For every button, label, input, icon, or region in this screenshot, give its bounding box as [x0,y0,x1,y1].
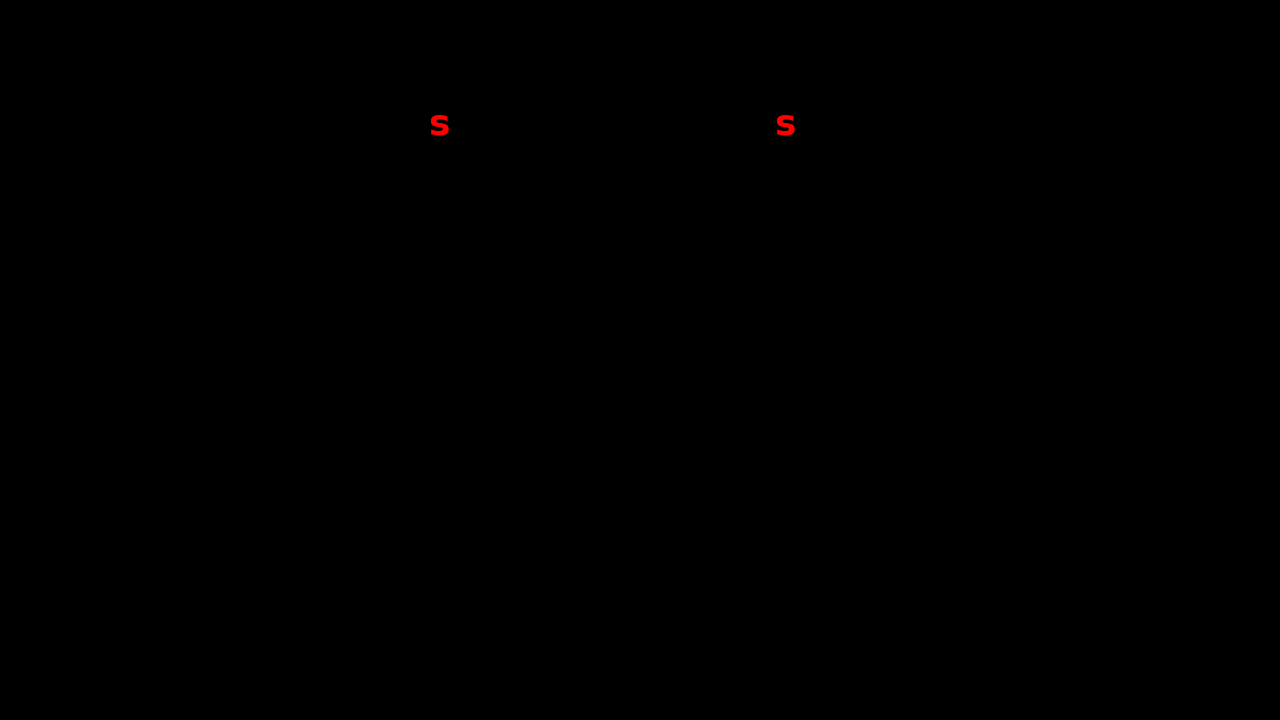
Text: s: s [774,108,796,142]
Text: *: * [573,438,590,468]
Text: write examination: write examination [443,108,827,142]
Text: Semester: Semester [768,570,901,593]
Text: Date_Time: Date_Time [760,624,909,649]
Text: Rollno: Rollno [274,161,364,185]
Text: Example 1: Example 1 [508,39,772,87]
Text: *: * [573,315,590,343]
Text: ExamID: ExamID [237,624,343,649]
Text: Student: Student [524,263,659,292]
Text: Name: Name [463,161,544,185]
Text: Subject: Subject [412,624,518,649]
Text: Writes: Writes [540,387,643,415]
Text: Examination: Examination [485,505,698,534]
Text: Academic_
Year: Academic_ Year [566,610,714,663]
Text: •: • [220,108,242,142]
Text: Student: Student [280,108,443,142]
Text: s: s [428,108,449,142]
Text: utes: utes [1048,305,1091,325]
Text: Mobile: Mobile [641,161,736,185]
Text: Email: Email [835,161,913,185]
